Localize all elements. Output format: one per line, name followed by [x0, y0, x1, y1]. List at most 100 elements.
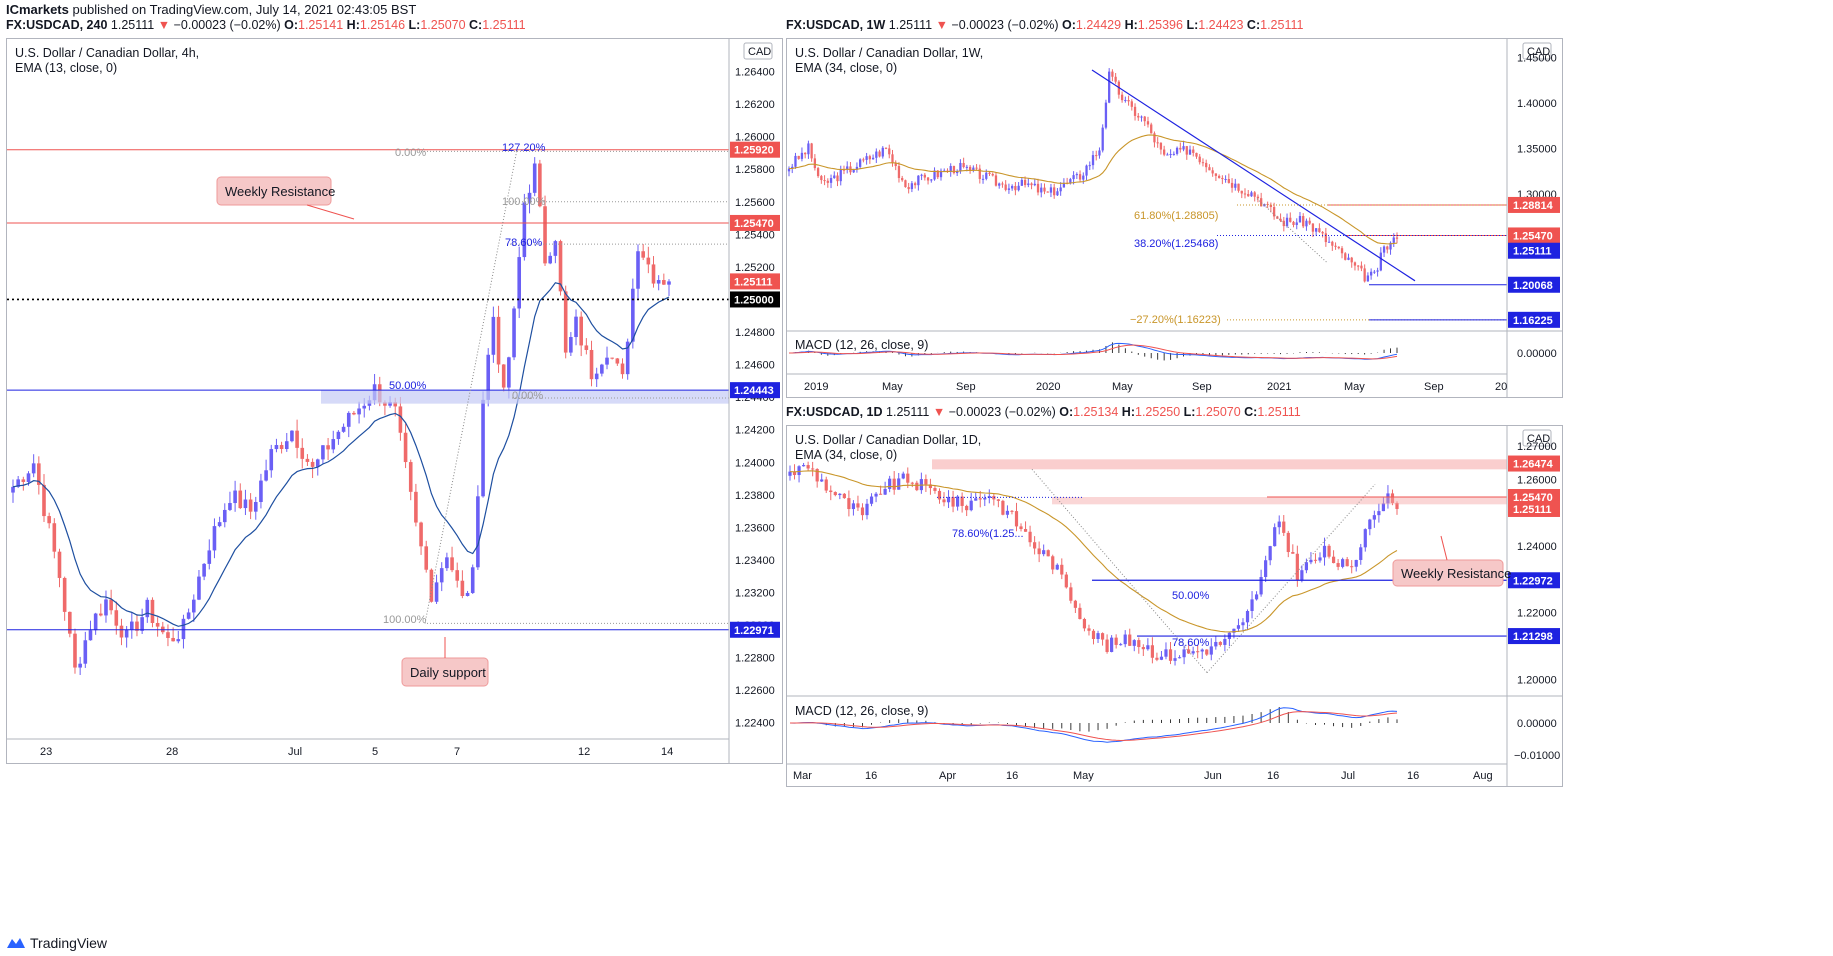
h4-candle: [150, 599, 155, 623]
h4-support-zone: [321, 390, 729, 404]
w1-candle: [1040, 187, 1043, 193]
d1-candle: [1209, 646, 1213, 655]
h4-price-label-bg: [730, 291, 780, 308]
h4-candle: [305, 458, 310, 462]
h4-candle: [357, 408, 361, 415]
d1-c: 1.25111: [1257, 405, 1301, 419]
d1-arrow: ▼: [932, 405, 946, 419]
w1-h-label: H:: [1124, 18, 1138, 32]
d1-candle: [951, 496, 955, 507]
d1-candle: [983, 497, 987, 500]
h4-candle: [99, 613, 103, 616]
d1-candle: [892, 478, 896, 490]
d1-candle: [956, 496, 960, 507]
d1-candle: [1168, 649, 1173, 661]
h4-candle: [584, 345, 589, 350]
chart-1w-svg[interactable]: U.S. Dollar / Canadian Dollar, 1W, EMA (…: [787, 39, 1562, 397]
w1-currency-badge[interactable]: [1522, 42, 1552, 60]
w1-candle: [1130, 101, 1133, 107]
h4-currency-badge[interactable]: [743, 42, 773, 60]
w1-candle: [891, 154, 894, 164]
h4-candle: [145, 599, 150, 618]
w1-c-label: C:: [1246, 18, 1261, 32]
d1-candle: [965, 505, 969, 511]
w1-candle: [1091, 155, 1095, 166]
d1-h-label: H:: [1121, 405, 1135, 419]
w1-candle: [991, 174, 994, 176]
h4-candle: [476, 496, 480, 568]
w1-candle: [1023, 179, 1027, 186]
d1-candle: [815, 469, 819, 482]
d1-candle: [1001, 500, 1005, 515]
h4-candle: [398, 406, 403, 433]
h4-candle: [579, 316, 583, 346]
d1-candle: [788, 471, 792, 476]
h4-y-tick: 1.24600: [735, 360, 775, 372]
h4-candle: [222, 509, 227, 523]
h4-candle: [429, 569, 434, 602]
d1-price-label-bg: [1508, 572, 1560, 589]
h4-chart-title: U.S. Dollar / Canadian Dollar, 4h,: [15, 46, 199, 60]
d1-candle: [806, 465, 810, 469]
w1-h: 1.25396: [1137, 18, 1183, 32]
d1-candle: [1218, 641, 1222, 645]
w1-candle: [791, 166, 794, 169]
chart-pane-4h[interactable]: U.S. Dollar / Canadian Dollar, 4h, EMA (…: [6, 38, 783, 764]
w1-candle: [797, 155, 800, 159]
h4-candle: [403, 432, 408, 463]
w1-candle: [852, 169, 855, 173]
d1-price-label-bg: [1508, 500, 1560, 517]
daily-support-callout[interactable]: Daily support: [401, 637, 489, 687]
w1-candle: [994, 175, 998, 186]
d1-weekly-resistance-callout[interactable]: Weekly Resistance: [1392, 535, 1511, 587]
w1-candle: [920, 174, 923, 176]
w1-candle: [888, 148, 891, 155]
h4-candle: [315, 459, 320, 467]
h4-candle: [238, 490, 243, 509]
h4-candle: [434, 582, 439, 602]
chart-4h-svg[interactable]: U.S. Dollar / Canadian Dollar, 4h, EMA (…: [7, 39, 782, 763]
h4-y-tick: 1.23400: [735, 555, 775, 567]
w1-candle: [981, 178, 985, 180]
h4-candle: [439, 568, 444, 583]
d1-x-tick: May: [1073, 770, 1094, 782]
d1-macd-label: MACD (12, 26, close, 9): [795, 704, 928, 718]
chart-pane-1w[interactable]: U.S. Dollar / Canadian Dollar, 1W, EMA (…: [786, 38, 1563, 398]
chart-1d-svg[interactable]: U.S. Dollar / Canadian Dollar, 1D, EMA (…: [787, 426, 1562, 786]
d1-candle: [1372, 515, 1376, 520]
d1-candle: [1368, 519, 1372, 530]
h4-candle: [460, 580, 465, 596]
d1-candle: [1254, 594, 1259, 600]
w1-candle: [1140, 116, 1143, 118]
publisher-name[interactable]: ICmarkets: [6, 2, 69, 17]
h4-candle: [130, 621, 134, 630]
d1-y-tick: 1.27000: [1517, 441, 1557, 453]
h4-candle: [279, 445, 284, 450]
weekly-resistance-callout[interactable]: Weekly Resistance: [216, 176, 355, 220]
d1-currency-badge[interactable]: [1522, 429, 1552, 447]
d1-x-tick: Mar: [793, 770, 812, 782]
h4-price-label: 1.25470: [734, 218, 774, 230]
h4-candle: [26, 473, 31, 482]
w1-candle: [1350, 257, 1353, 263]
h4-candle: [543, 206, 547, 264]
d1-candle: [1345, 559, 1349, 567]
h4-candle: [171, 637, 175, 642]
d1-candle: [901, 473, 905, 479]
w1-candle: [1353, 262, 1357, 266]
h4-candle: [352, 412, 356, 415]
h4-y-tick: 1.24000: [735, 457, 775, 469]
h4-price-label-bg: [730, 382, 780, 399]
d1-candle: [1042, 550, 1046, 555]
w1-candle: [1082, 175, 1085, 180]
d1-price-label: 1.21298: [1513, 631, 1553, 643]
chart-pane-1d[interactable]: U.S. Dollar / Canadian Dollar, 1D, EMA (…: [786, 425, 1563, 787]
h4-candle: [455, 570, 460, 581]
w1-candle: [1088, 165, 1091, 167]
h4-x-tick: 7: [454, 746, 460, 758]
tradingview-logo[interactable]: TradingView: [6, 935, 107, 951]
w1-candle: [965, 166, 969, 168]
w1-candle: [1234, 183, 1237, 188]
w1-candle: [1331, 241, 1334, 246]
d1-candle: [792, 471, 797, 476]
